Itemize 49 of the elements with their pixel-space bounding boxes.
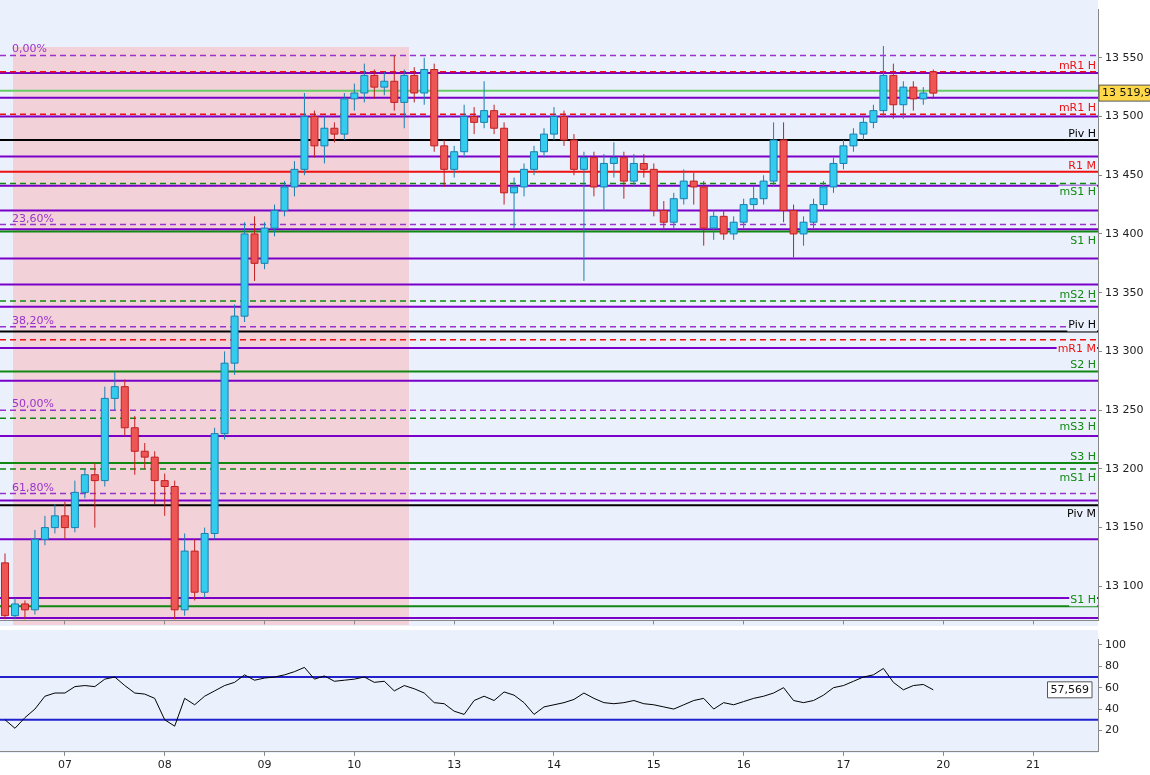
y-tick-label: 13 400 (1105, 226, 1144, 240)
annotation: 23,60% (12, 211, 54, 225)
y-tick-label: 13 100 (1105, 579, 1144, 593)
annotation: 61,80% (12, 480, 54, 494)
y-tick-label: 80 (1105, 659, 1119, 673)
ref-line-label: mS1 H (1059, 470, 1096, 484)
annotation: 0,00% (12, 42, 47, 56)
annotation: 38,20% (12, 313, 54, 327)
y-tick-label: 13 200 (1105, 461, 1144, 475)
ref-line-label: Piv H (1068, 318, 1097, 332)
x-tick-label: 16 (736, 758, 751, 772)
y-tick-label: 100 (1105, 637, 1126, 651)
y-tick-label: 60 (1105, 680, 1119, 694)
y-tick-label: 13 250 (1105, 403, 1144, 416)
annotation: 50,00% (12, 397, 54, 411)
ref-line-label: mS2 H (1059, 287, 1096, 301)
y-tick-label: 13 500 (1105, 109, 1144, 123)
x-tick-label: 17 (836, 758, 851, 772)
ref-line-label: mR1 H (1058, 101, 1096, 115)
y-tick-label: 40 (1105, 701, 1119, 715)
ref-line-label: mR1 M (1057, 341, 1097, 355)
y-tick-label: 13 350 (1105, 285, 1144, 299)
ref-line-label: S3 H (1070, 450, 1096, 463)
text: 13 519,9 (1102, 86, 1150, 100)
ref-line-label: S2 H (1070, 358, 1096, 372)
candlestick (549, 106, 558, 141)
y-tick-label: 13 450 (1105, 168, 1144, 182)
x-tick-label: 21 (1026, 758, 1041, 772)
ref-line-label: R1 M (1068, 158, 1097, 172)
ref-line-label: mR1 H (1058, 58, 1096, 72)
annotation: 57,569 (1050, 683, 1090, 697)
x-tick-label: 20 (936, 758, 951, 772)
y-tick-label: 13 150 (1105, 520, 1144, 534)
x-tick-label: 09 (257, 758, 272, 772)
ref-line-label: S1 H (1070, 233, 1096, 247)
ref-line-label: S1 H (1070, 593, 1096, 607)
y-tick-label: 13 300 (1105, 344, 1144, 358)
y-tick-label: 20 (1105, 723, 1119, 737)
x-tick-label: 15 (646, 758, 661, 772)
ref-line-label: mS1 H (1059, 185, 1096, 199)
ref-line-label: Piv H (1068, 126, 1097, 140)
y-tick-label: 13 550 (1105, 50, 1144, 64)
ref-line-label: mS3 H (1059, 420, 1096, 434)
ref-line-label: Piv M (1067, 507, 1097, 521)
x-tick-label: 14 (546, 758, 561, 772)
x-tick-label: 07 (57, 758, 72, 772)
x-tick-label: 10 (347, 758, 362, 772)
x-tick-label: 08 (157, 758, 172, 772)
x-tick-label: 13 (447, 758, 462, 772)
